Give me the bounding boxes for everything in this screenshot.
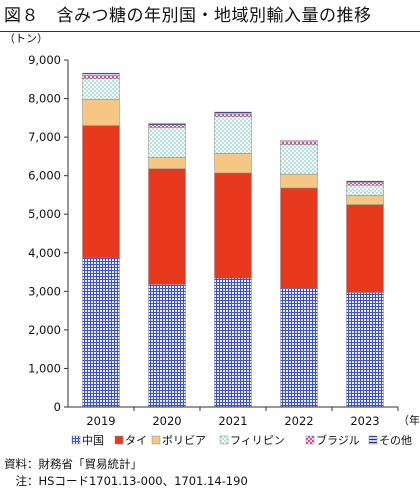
y-tick-label: 5,000 [28, 207, 61, 221]
bar-segment-2020-1--e8391e [148, 168, 186, 285]
source-notes: 資料：財務省「貿易統計」 注：HSコード1701.13-000、1701.14-… [4, 456, 414, 490]
bar-segment-2022-3--cf4f95 [280, 141, 318, 145]
bar-segment-2019-0--cf4f95 [82, 75, 120, 79]
bar-segment-2019-0--e8391e [82, 125, 120, 259]
legend-swatch--5bc4b6 [219, 435, 229, 445]
legend-label: タイ [125, 434, 147, 447]
x-tick-label: 2023 [350, 414, 379, 428]
bar-segment-2023-4--1c2e8a [346, 180, 384, 183]
x-axis-tick-labels: 2019 2020 2021 2022 2023 [86, 407, 399, 428]
bar-segment-2021-2--5bc4b6 [214, 116, 252, 154]
bar-segment-2020-1--cf4f95 [148, 124, 186, 128]
y-tick-label: 1,000 [28, 361, 61, 375]
stacked-bar-chart: （トン） （年） 0 1,000 2,000 3,000 4,000 5,000 6,000… [4, 32, 420, 447]
bar-segment-2021-2--1c2e8a [214, 111, 252, 115]
x-tick-label: 2020 [152, 414, 181, 428]
y-tick-label: 7,000 [28, 130, 61, 144]
bar-segment-2023-4--f6c684 [346, 195, 384, 205]
y-tick-label: 6,000 [28, 169, 61, 183]
x-axis-unit-label: （年） [398, 413, 420, 427]
axes [67, 60, 398, 408]
chart-title: 図８ 含みつ糖の年別国・地域別輸入量の推移 [4, 6, 372, 26]
y-tick-label: 4,000 [28, 246, 61, 260]
bar-segment-2021-2--cf4f95 [214, 113, 252, 117]
bar-segments [82, 72, 384, 408]
bar-segment-2020-1--5bc4b6 [148, 127, 186, 158]
title-underline [0, 31, 420, 32]
bar-segment-2019-0--1c2e8a [82, 72, 120, 76]
bar-segment-2022-3--e8391e [280, 187, 318, 289]
x-tick-label: 2022 [284, 414, 313, 428]
y-tick-label: 2,000 [28, 323, 61, 337]
y-tick-label: 9,000 [28, 53, 61, 67]
legend: 中国 タイ ボリビア フィリピン ブラジル その他 [71, 433, 412, 447]
note-line: 注：HSコード1701.13-000、1701.14-190 [4, 474, 248, 488]
bar-segment-2021-2--e8391e [214, 172, 252, 279]
bar-segment-2022-3--5bc4b6 [280, 144, 318, 175]
legend-label: その他 [379, 434, 412, 447]
bar-segment-2019-0--5bc4b6 [82, 78, 120, 100]
x-tick-label: 2019 [86, 414, 115, 428]
bar-segment-2023-4--3b4fd8 [346, 292, 384, 408]
bar-segment-2019-0--f6c684 [82, 99, 120, 126]
bar-segment-2022-3--1c2e8a [280, 139, 318, 142]
bar-segment-2021-2--f6c684 [214, 153, 252, 174]
legend-label: 中国 [82, 434, 104, 447]
legend-label: ボリビア [162, 434, 206, 447]
bar-segment-2019-0--3b4fd8 [82, 257, 120, 408]
bar-segment-2022-3--f6c684 [280, 173, 318, 189]
legend-swatch--cf4f95 [305, 435, 315, 445]
bar-segment-2021-2--3b4fd8 [214, 277, 252, 408]
legend-swatch--3b4fd8 [71, 435, 81, 445]
legend-label: ブラジル [316, 433, 360, 447]
legend-swatch--e8391e [114, 435, 124, 445]
bar-segment-2020-1--1c2e8a [148, 122, 186, 126]
bar-segment-2023-4--e8391e [346, 204, 384, 293]
x-tick-label: 2021 [218, 414, 247, 428]
y-axis-unit-label: （トン） [4, 32, 48, 45]
y-axis-ticks: 0 1,000 2,000 3,000 4,000 5,000 6,000 7,000 8,00… [28, 53, 68, 414]
bar-segment-2023-4--5bc4b6 [346, 185, 384, 196]
y-tick-label: 3,000 [28, 284, 61, 298]
bar-segment-2020-1--f6c684 [148, 157, 186, 169]
source-line: 資料：財務省「貿易統計」 [4, 457, 142, 471]
bar-segment-2023-4--cf4f95 [346, 182, 384, 186]
bar-segment-2020-1--3b4fd8 [148, 284, 186, 408]
y-tick-label: 0 [54, 400, 61, 414]
legend-swatch--f6c684 [151, 435, 161, 445]
y-tick-label: 8,000 [28, 92, 61, 106]
bar-segment-2022-3--3b4fd8 [280, 287, 318, 408]
legend-label: フィリピン [230, 434, 285, 447]
legend-swatch--1c2e8a [368, 435, 378, 445]
